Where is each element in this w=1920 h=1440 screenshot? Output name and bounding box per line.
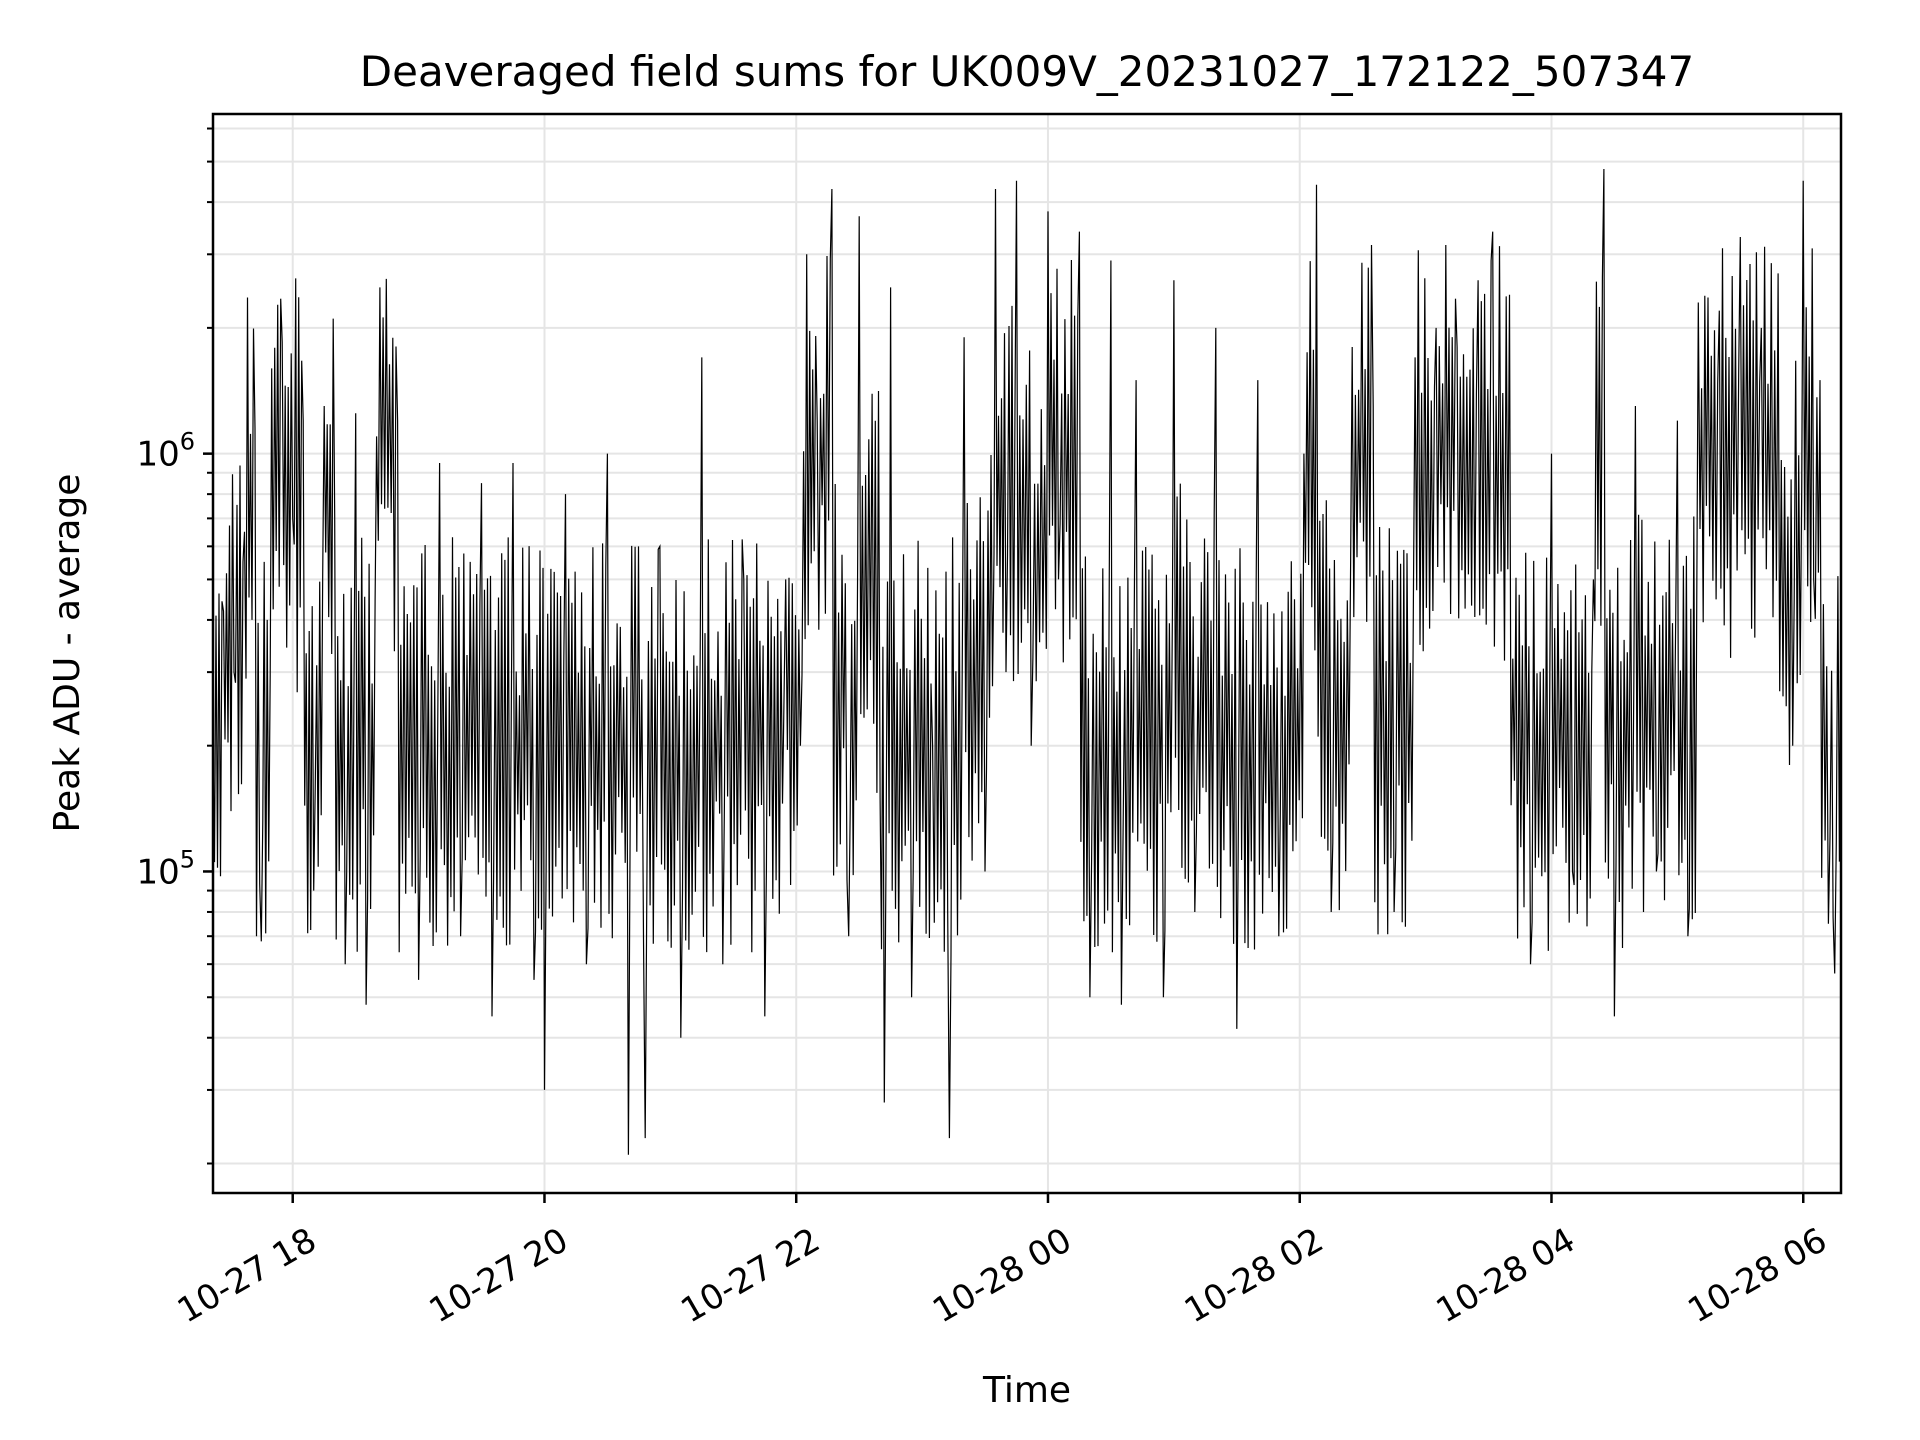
x-tick-label: 10-28 00 bbox=[926, 1220, 1078, 1331]
y-tick-exponent: 5 bbox=[180, 845, 195, 873]
y-tick-label: 106 bbox=[136, 428, 195, 475]
x-tick-label: 10-27 20 bbox=[423, 1220, 575, 1331]
y-tick-base: 10 bbox=[136, 852, 179, 892]
chart-title: Deaveraged field sums for UK009V_2023102… bbox=[360, 47, 1694, 96]
grid-layer bbox=[213, 114, 1841, 1193]
x-tick-label: 10-27 22 bbox=[674, 1220, 826, 1331]
x-tick-label: 10-28 02 bbox=[1178, 1220, 1330, 1331]
y-tick-base: 10 bbox=[136, 435, 179, 475]
y-tick-label: 105 bbox=[136, 845, 195, 892]
y-axis-label: Peak ADU - average bbox=[47, 474, 88, 833]
y-tick-exponent: 6 bbox=[180, 428, 195, 456]
series-line bbox=[212, 168, 1842, 1155]
series-layer bbox=[212, 168, 1842, 1155]
x-tick-label: 10-27 18 bbox=[171, 1220, 323, 1331]
x-axis-label: Time bbox=[982, 1370, 1071, 1411]
x-tick-label: 10-28 04 bbox=[1430, 1220, 1582, 1331]
plot-frame bbox=[211, 112, 1843, 1195]
x-tick-label: 10-28 06 bbox=[1681, 1220, 1833, 1331]
